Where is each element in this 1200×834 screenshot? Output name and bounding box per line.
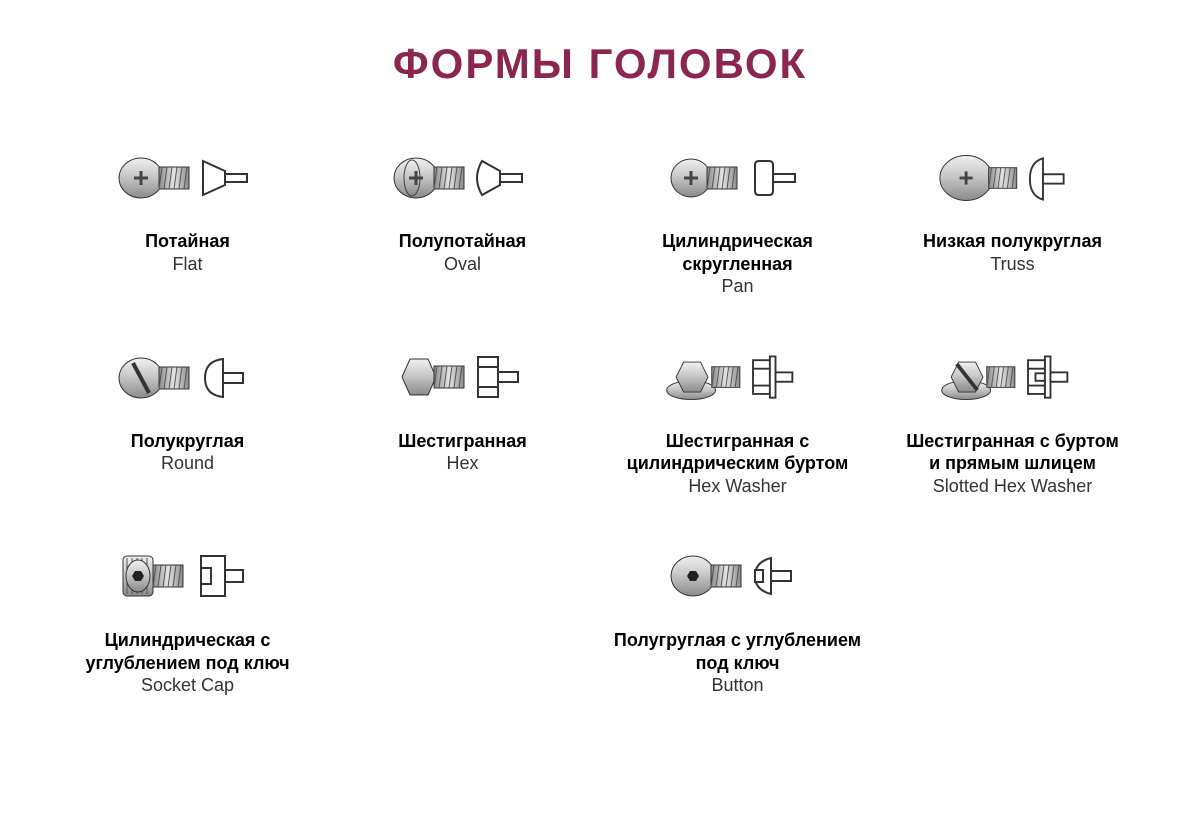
label-ru: Полупотайная — [399, 230, 526, 253]
label-ru: Цилиндрическая суглублением под ключ — [85, 629, 289, 674]
label-en: Oval — [444, 253, 481, 276]
label-ru: Цилиндрическаяскругленная — [662, 230, 813, 275]
label-ru: Низкая полукруглая — [923, 230, 1102, 253]
label-en: Socket Cap — [141, 674, 234, 697]
label-en: Truss — [990, 253, 1034, 276]
head-illustration-hex — [388, 338, 538, 418]
label-en: Round — [161, 452, 214, 475]
head-cell-button: Полугруглая с углублениемпод ключButton — [610, 537, 865, 697]
head-cell-oval: ПолупотайнаяOval — [335, 138, 590, 298]
label-en: Slotted Hex Washer — [933, 475, 1092, 498]
head-cell-pan: ЦилиндрическаяскругленнаяPan — [610, 138, 865, 298]
label-ru: Полугруглая с углублениемпод ключ — [614, 629, 861, 674]
label-en: Hex Washer — [688, 475, 786, 498]
head-illustration-pan — [663, 138, 813, 218]
label-ru: Потайная — [145, 230, 230, 253]
label-ru: Шестигранная сцилиндрическим буртом — [627, 430, 849, 475]
head-cell-shexwasher: Шестигранная с буртоми прямым шлицемSlot… — [885, 338, 1140, 498]
head-cell-flat: ПотайнаяFlat — [60, 138, 315, 298]
head-cell-hex: ШестиграннаяHex — [335, 338, 590, 498]
label-en: Button — [711, 674, 763, 697]
label-en: Flat — [172, 253, 202, 276]
screw-head-grid: ПотайнаяFlatПолупотайнаяOvalЦилиндрическ… — [60, 138, 1140, 697]
head-illustration-shexwasher — [938, 338, 1088, 418]
head-cell-socketcap: Цилиндрическая суглублением под ключSock… — [60, 537, 315, 697]
head-cell-round: ПолукруглаяRound — [60, 338, 315, 498]
head-illustration-button — [663, 537, 813, 617]
label-ru: Шестигранная с буртоми прямым шлицем — [906, 430, 1119, 475]
page-title: ФОРМЫ ГОЛОВОК — [60, 40, 1140, 88]
head-illustration-oval — [388, 138, 538, 218]
label-ru: Шестигранная — [398, 430, 527, 453]
head-illustration-round — [113, 338, 263, 418]
label-en: Pan — [721, 275, 753, 298]
head-cell-hexwasher: Шестигранная сцилиндрическим буртомHex W… — [610, 338, 865, 498]
head-illustration-hexwasher — [663, 338, 813, 418]
label-ru: Полукруглая — [131, 430, 244, 453]
head-illustration-flat — [113, 138, 263, 218]
head-illustration-truss — [938, 138, 1088, 218]
label-en: Hex — [446, 452, 478, 475]
head-illustration-socketcap — [113, 537, 263, 617]
head-cell-truss: Низкая полукруглаяTruss — [885, 138, 1140, 298]
